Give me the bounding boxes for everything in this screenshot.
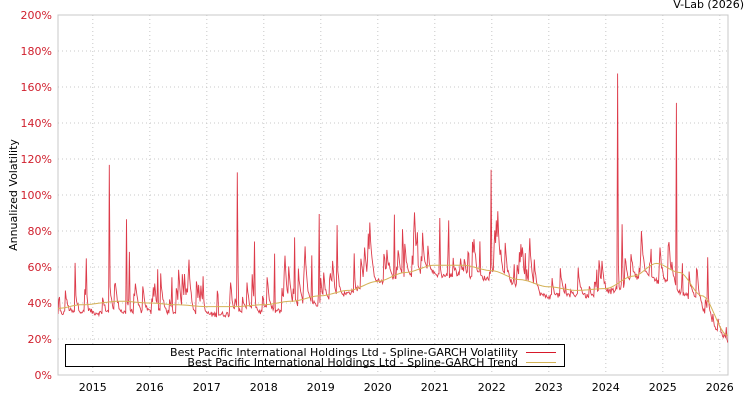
x-tick-label: 2021 [421,381,449,394]
volatility-line [58,73,728,343]
chart-legend: Best Pacific International Holdings Ltd … [65,344,565,369]
legend-item-volatility: Best Pacific International Holdings Ltd … [170,346,556,359]
x-tick-label: 2017 [193,381,221,394]
x-tick-label: 2018 [250,381,278,394]
y-tick-label: 180% [21,45,52,58]
y-tick-label: 100% [21,189,52,202]
y-tick-label: 140% [21,117,52,130]
x-tick-label: 2024 [592,381,620,394]
x-tick-label: 2016 [136,381,164,394]
legend-swatch-volatility [526,352,556,353]
trend-line [58,262,728,336]
plot-area-frame [57,14,729,376]
plot-lines [58,73,728,343]
x-tick-label: 2025 [649,381,677,394]
y-axis-label: Annualized Volatility [7,139,20,251]
x-axis-ticks: 2015 2016 2017 2018 2019 2020 2021 2022 2023 2024… [79,381,734,394]
x-tick-label: 2023 [535,381,563,394]
y-tick-label: 40% [28,297,52,310]
source-credit: V-Lab (2026) [673,0,744,11]
x-tick-label: 2022 [478,381,506,394]
y-tick-label: 160% [21,81,52,94]
y-tick-label: 20% [28,333,52,346]
x-tick-label: 2026 [706,381,734,394]
y-tick-label: 0% [35,369,52,382]
legend-label-volatility: Best Pacific International Holdings Ltd … [170,346,518,359]
legend-swatch-trend [526,362,556,363]
x-tick-label: 2019 [307,381,335,394]
y-tick-label: 200% [21,9,52,22]
legend-label-trend: Best Pacific International Holdings Ltd … [187,356,518,369]
y-axis-ticks: 0% 20% 40% 60% 80% 100% 120% 140% 160% 180% 200% [21,9,52,382]
x-tick-label: 2020 [364,381,392,394]
legend-item-trend: Best Pacific International Holdings Ltd … [187,356,556,369]
x-tick-label: 2015 [79,381,107,394]
y-tick-label: 80% [28,225,52,238]
y-tick-label: 60% [28,261,52,274]
grid-lines [58,15,728,375]
y-tick-label: 120% [21,153,52,166]
